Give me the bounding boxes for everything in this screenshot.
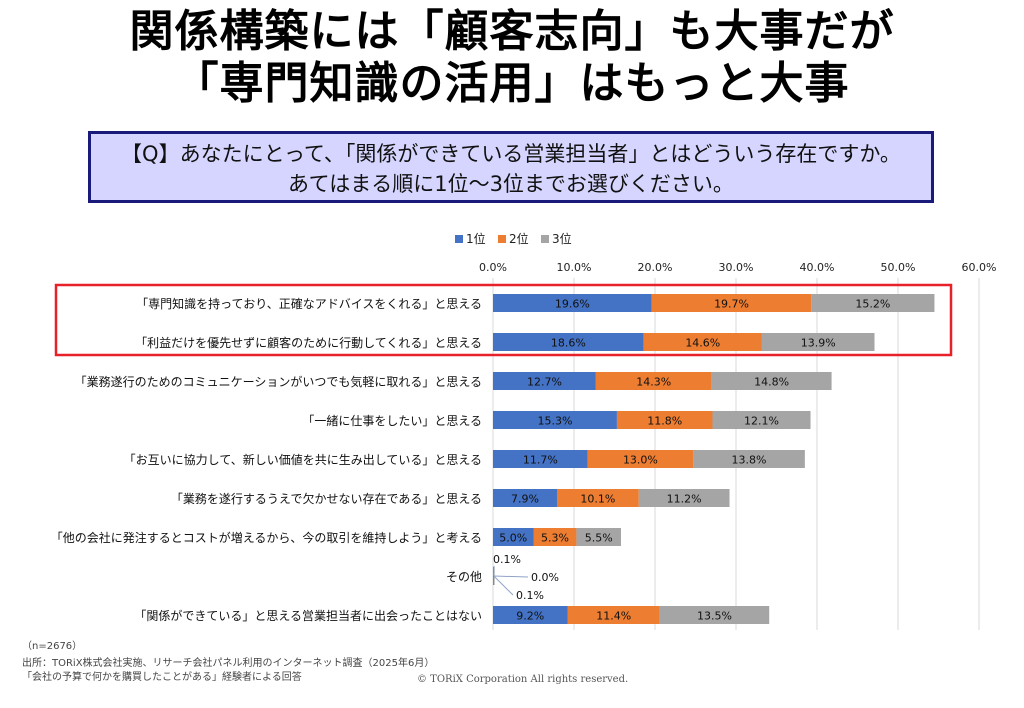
bar-segment-2 [587, 450, 694, 468]
data-label: 0.1% [493, 553, 521, 566]
category-label: 「一緒に仕事をしたい」と思える [302, 413, 482, 428]
bar-segment-1 [493, 372, 596, 390]
x-tick-label: 0.0% [479, 261, 507, 274]
data-label: 13.0% [623, 454, 658, 467]
data-label: 19.6% [555, 298, 590, 311]
data-label: 13.8% [731, 454, 766, 467]
data-label: 15.2% [855, 298, 890, 311]
bar-segment-1 [493, 489, 557, 507]
highlight-box [54, 283, 953, 357]
data-label: 0.0% [531, 571, 559, 584]
data-label: 15.3% [537, 415, 572, 428]
category-label: 「専門知識を持っており、正確なアドバイスをくれる」と思える [136, 296, 482, 311]
data-label: 13.5% [697, 610, 732, 623]
bar-segment-3 [576, 528, 621, 546]
legend-swatch-2 [498, 235, 506, 243]
data-label: 14.3% [636, 376, 671, 389]
bar-segment-3 [693, 450, 805, 468]
bar-segment-2 [595, 372, 712, 390]
bar-segment-2 [643, 333, 762, 351]
question-line-1: 【Q】あなたにとって、「関係ができている営業担当者」とはどういう存在ですか。 [121, 142, 901, 166]
data-label: 5.0% [499, 532, 527, 545]
bar-segment-1 [493, 606, 568, 624]
bar-segment-1 [493, 450, 588, 468]
category-label: その他 [446, 570, 482, 584]
data-label: 11.2% [667, 493, 702, 506]
question-box: 【Q】あなたにとって、「関係ができている営業担当者」とはどういう存在ですか。 あ… [88, 131, 934, 203]
category-label: 「利益だけを優先せずに顧客のために行動してくれる」と思える [135, 335, 482, 350]
bar-segment-1 [493, 294, 652, 312]
headline-line-1: 関係構築には「顧客志向」も大事だが [129, 6, 895, 57]
question-line-2: あてはまる順に1位〜3位までお選びください。 [288, 172, 734, 196]
data-label: 14.8% [754, 376, 789, 389]
x-tick-label: 40.0% [800, 261, 835, 274]
data-label: 13.9% [801, 337, 836, 350]
category-label: 「他の会社に発注するとコストが増えるから、今の取引を維持しよう」と考える [51, 530, 482, 545]
respondent-note: 「会社の予算で何かを購買したことがある」経験者による回答 [22, 672, 302, 683]
copyright-text: © TORiX Corporation All rights reserved. [417, 674, 629, 685]
legend-label-3: 3位 [552, 231, 572, 246]
legend-label-2: 2位 [509, 231, 529, 246]
bar-segment-2 [556, 489, 639, 507]
bar-segment-2 [651, 294, 812, 312]
bar-segment-3 [761, 333, 875, 351]
legend-label-1: 1位 [466, 231, 486, 246]
bar-segment-2 [616, 411, 713, 429]
category-label: 「関係ができている」と思える営業担当者に出会ったことはない [134, 608, 482, 623]
data-label: 11.4% [596, 610, 631, 623]
callout-line [493, 575, 514, 596]
bar-segment-2 [567, 606, 660, 624]
legend-swatch-1 [455, 235, 463, 243]
data-label: 11.8% [647, 415, 682, 428]
source-note: 出所：TORiX株式会社実施、リサーチ会社パネル利用のインターネット調査（202… [22, 658, 435, 669]
data-label: 12.1% [744, 415, 779, 428]
bar-segment-1 [493, 567, 494, 585]
x-tick-label: 10.0% [557, 261, 592, 274]
bar-segment-3 [711, 372, 832, 390]
data-label: 14.6% [685, 337, 720, 350]
bar-segment-1 [493, 411, 617, 429]
callout-line [493, 575, 529, 578]
data-label: 10.1% [580, 493, 615, 506]
stacked-bar-chart: 1位 2位 3位 0.0% 10.0% 20.0% 30.0% 40.0% 50.0% 60.0%… [51, 231, 997, 630]
bar-segment-3 [811, 294, 935, 312]
data-label: 0.1% [516, 589, 544, 602]
legend-swatch-3 [541, 235, 549, 243]
data-label: 7.9% [511, 493, 539, 506]
x-tick-label: 60.0% [962, 261, 997, 274]
sample-size-note: （n=2676） [22, 641, 83, 652]
data-label: 9.2% [516, 610, 544, 623]
bar-segment-3 [659, 606, 770, 624]
x-tick-label: 20.0% [638, 261, 673, 274]
data-label: 11.7% [523, 454, 558, 467]
bar-segment-3 [638, 489, 730, 507]
bar-segment-3 [712, 411, 811, 429]
headline-line-2: 「専門知識の活用」はもっと大事 [174, 58, 850, 109]
x-tick-label: 50.0% [881, 261, 916, 274]
data-label: 19.7% [714, 298, 749, 311]
bar-segment-1 [493, 333, 644, 351]
category-label: 「業務遂行のためのコミュニケーションがいつでも気軽に取れる」と思える [75, 374, 482, 389]
bar-segment-2 [533, 528, 577, 546]
category-label: 「お互いに協力して、新しい価値を共に生み出している」と思える [124, 452, 482, 467]
x-tick-label: 30.0% [719, 261, 754, 274]
bar-segment-1 [493, 528, 534, 546]
data-label: 5.5% [585, 532, 613, 545]
data-label: 12.7% [527, 376, 562, 389]
data-label: 18.6% [551, 337, 586, 350]
data-label: 5.3% [541, 532, 569, 545]
category-label: 「業務を遂行するうえで欠かせない存在である」と思える [171, 491, 482, 506]
